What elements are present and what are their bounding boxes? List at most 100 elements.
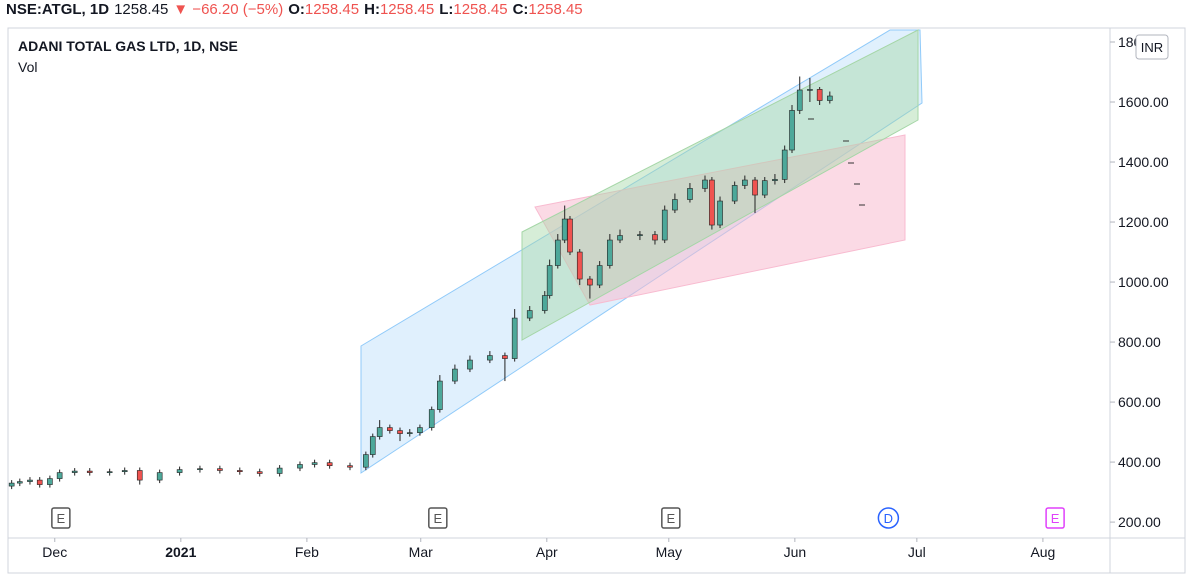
candle-body: [709, 179, 715, 226]
y-tick-label: 1400.00: [1118, 154, 1169, 170]
candle-body: [406, 432, 413, 434]
x-tick-label: Apr: [536, 544, 558, 560]
candle-body: [702, 179, 708, 189]
candle-body: [86, 470, 93, 473]
y-tick-label: 1000.00: [1118, 274, 1169, 290]
symbol-header: NSE:ATGL, 1D 1258.45 ▼ −66.20 (−5%) O: 1258.…: [6, 0, 593, 22]
candle-body: [796, 89, 803, 111]
channel-green: [521, 29, 919, 341]
event-marker[interactable]: E: [428, 507, 448, 529]
ohlc-label: L:: [439, 1, 454, 18]
candle-body: [326, 462, 333, 466]
candle-body: [717, 200, 723, 226]
candle-body: [311, 462, 318, 465]
candle-body: [742, 179, 748, 186]
event-marker[interactable]: E: [661, 507, 681, 529]
event-label: E: [433, 511, 442, 526]
candle-body: [587, 278, 593, 286]
candle-body: [772, 179, 778, 181]
candle-body: [256, 471, 263, 474]
currency[interactable]: INR: [1141, 40, 1163, 55]
event-label: E: [1051, 511, 1060, 526]
candle-body: [47, 478, 53, 485]
candle-body: [276, 467, 283, 474]
candle-body: [687, 188, 693, 200]
candle-body: [176, 469, 183, 473]
candle-body: [502, 355, 508, 359]
event-marker[interactable]: E: [1045, 507, 1065, 529]
candle-body: [8, 482, 15, 487]
candle-body: [752, 179, 758, 196]
candle-body: [376, 427, 383, 437]
event-badge: [1045, 507, 1065, 529]
x-tick-label: Feb: [295, 544, 319, 560]
candles: [8, 76, 833, 490]
candle-body: [661, 209, 668, 241]
candle-body: [541, 295, 548, 311]
ohlc-value: 1258.45: [379, 1, 435, 18]
candle-body: [607, 239, 613, 266]
candle-body: [546, 265, 553, 296]
candle-body: [807, 89, 813, 91]
event-marker[interactable]: D: [877, 507, 900, 529]
ohlc-value: 1258.45: [453, 1, 508, 18]
event-label: D: [884, 511, 893, 526]
candle-body: [487, 355, 493, 361]
candle-body: [363, 454, 369, 468]
y-tick-label: 200.00: [1118, 514, 1161, 530]
candle-body: [816, 89, 823, 101]
candle-body: [347, 465, 353, 468]
candle-body: [576, 251, 583, 280]
x-tick-label: Jun: [784, 544, 807, 560]
event-label: E: [57, 511, 66, 526]
candle-body: [526, 310, 533, 319]
candle-body: [561, 218, 568, 241]
event-badge: [661, 507, 681, 529]
candle-body: [236, 470, 243, 472]
event-marker[interactable]: E: [51, 507, 71, 529]
x-tick-label: Jul: [908, 544, 926, 560]
y-tick-label: 1200.00: [1118, 214, 1169, 230]
price-change: ▼ −66.20 (−5%): [173, 1, 284, 18]
candle-body: [652, 234, 658, 241]
candle-body: [27, 479, 33, 482]
drawings: [360, 29, 923, 474]
candle-body: [217, 468, 223, 471]
event-badge: [428, 507, 448, 529]
candle-body: [554, 239, 561, 266]
event-label: E: [666, 511, 675, 526]
candle-body: [106, 471, 113, 473]
candle-body: [428, 409, 435, 428]
candle-body: [452, 368, 458, 382]
ohlc-label: C:: [512, 1, 529, 18]
symbol: NSE:ATGL, 1D: [6, 1, 110, 18]
candle-body: [121, 470, 128, 472]
candle-body: [672, 199, 678, 211]
ohlc-label: O:: [288, 1, 305, 18]
candle-body: [297, 464, 303, 469]
candle-body: [71, 470, 78, 473]
y-tick-label: 800.00: [1118, 334, 1161, 350]
candle-body: [437, 380, 443, 410]
candle-body: [617, 235, 623, 241]
x-tick-label: Aug: [1030, 544, 1055, 560]
candle-body: [467, 359, 473, 370]
ohlc-value: 1258.45: [528, 1, 583, 18]
candle-body: [36, 479, 43, 485]
y-tick-label: 1600.00: [1118, 94, 1169, 110]
chart-frame: [7, 27, 1186, 574]
candle-body: [16, 481, 23, 484]
ohlc: O:1258.45 H:1258.45 L:1258.45 C:1258.45: [288, 1, 587, 18]
indicator-label: Vol: [18, 59, 37, 75]
event-badge: [51, 507, 71, 529]
candle-body: [56, 472, 63, 479]
currency-badge[interactable]: [1135, 34, 1169, 60]
candle-body: [511, 317, 518, 359]
x-tick-label: Mar: [409, 544, 433, 560]
candle-body: [136, 470, 143, 481]
candle-body: [789, 110, 795, 151]
candle-body: [397, 430, 403, 434]
event-badge: [877, 507, 900, 529]
